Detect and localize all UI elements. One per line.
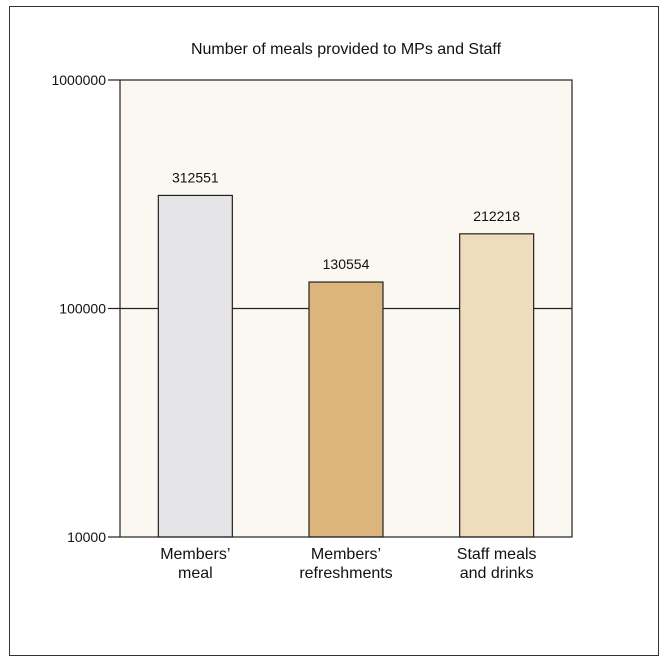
bar xyxy=(157,194,233,538)
y-tick-label: 100000 xyxy=(59,301,106,317)
bar xyxy=(459,233,535,538)
x-tick-label: Staff meals and drinks xyxy=(457,546,537,582)
y-tick-label: 1000000 xyxy=(51,72,106,88)
x-tick-label: Members’ meal xyxy=(160,546,230,582)
chart-title: Number of meals provided to MPs and Staf… xyxy=(191,41,502,58)
bar-value-label: 312551 xyxy=(172,169,219,185)
y-tick-label: 10000 xyxy=(67,529,106,545)
bar-value-label: 212218 xyxy=(473,208,520,224)
x-axis-labels: Members’ meal Members’ refreshments Staff me… xyxy=(160,546,536,582)
x-tick-label: Members’ refreshments xyxy=(299,546,392,582)
bar xyxy=(308,281,384,538)
data-labels: 312551 130554 212218 xyxy=(172,169,520,272)
bar-value-label: 130554 xyxy=(323,256,370,272)
bars xyxy=(157,194,535,538)
y-axis-ticks: 10000 100000 1000000 xyxy=(51,72,120,545)
